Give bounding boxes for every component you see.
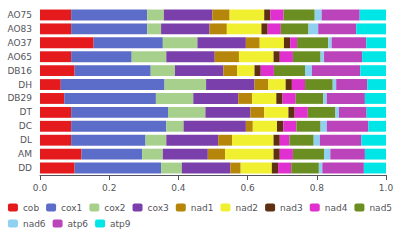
svg-text:DD: DD [18,163,32,173]
svg-text:AO37: AO37 [7,38,32,48]
svg-text:nad4: nad4 [325,203,348,213]
svg-text:nad3: nad3 [280,203,303,213]
svg-text:DL: DL [20,135,32,145]
svg-text:DB16: DB16 [7,66,32,76]
svg-text:DC: DC [19,121,32,131]
svg-text:DB29: DB29 [7,93,32,103]
svg-text:0.8: 0.8 [310,183,325,193]
svg-text:nad1: nad1 [191,203,214,213]
svg-text:nad2: nad2 [235,203,258,213]
svg-text:cox2: cox2 [104,203,125,213]
svg-text:0.0: 0.0 [33,183,48,193]
svg-text:AO65: AO65 [7,52,32,62]
svg-text:cox3: cox3 [148,203,169,213]
svg-text:0.4: 0.4 [171,183,186,193]
svg-text:AO83: AO83 [7,24,32,34]
svg-text:DH: DH [18,80,32,90]
svg-text:cox1: cox1 [61,203,82,213]
svg-text:AM: AM [18,149,32,159]
svg-text:atp9: atp9 [110,219,131,229]
svg-text:AO75: AO75 [7,10,32,20]
svg-text:nad6: nad6 [23,219,46,229]
svg-text:cob: cob [23,203,39,213]
svg-text:0.2: 0.2 [102,183,116,193]
svg-text:1.0: 1.0 [379,183,394,193]
svg-text:0.6: 0.6 [240,183,255,193]
svg-text:atp6: atp6 [68,219,89,229]
svg-text:DT: DT [20,107,33,117]
svg-text:nad5: nad5 [369,203,392,213]
